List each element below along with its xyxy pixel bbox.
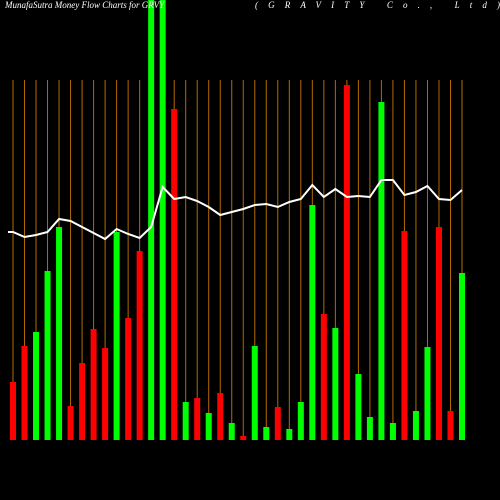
bar — [79, 363, 86, 440]
bars — [10, 0, 465, 440]
bar — [148, 0, 155, 440]
bar — [343, 85, 350, 440]
chart-title: MunafaSutra Money Flow Charts for GRVY — [4, 0, 165, 10]
bar — [355, 374, 362, 440]
bar — [171, 109, 178, 440]
bar — [33, 332, 40, 440]
bar — [240, 436, 247, 440]
bar — [113, 232, 120, 440]
bar — [228, 423, 235, 440]
bar — [102, 348, 109, 440]
bar — [366, 417, 373, 440]
bar — [286, 429, 293, 440]
bar — [274, 407, 281, 440]
bar — [447, 411, 454, 440]
bar — [217, 393, 224, 440]
bar — [389, 423, 396, 440]
bar — [125, 318, 132, 440]
bar — [424, 347, 431, 440]
bar — [378, 102, 385, 440]
lines — [8, 179, 463, 241]
bar — [67, 406, 74, 440]
bar — [21, 346, 28, 440]
bar — [263, 427, 270, 440]
bar — [10, 382, 16, 440]
bar — [297, 402, 304, 440]
bar — [320, 314, 327, 440]
bar — [90, 329, 97, 440]
bar — [159, 0, 166, 440]
bar — [56, 227, 63, 440]
bar — [44, 271, 51, 440]
bar — [205, 413, 212, 440]
bar — [412, 411, 419, 440]
bar — [194, 398, 201, 440]
bar — [401, 231, 408, 440]
bar — [136, 251, 143, 440]
bar — [459, 273, 465, 440]
bar — [435, 227, 442, 440]
money-flow-line — [8, 179, 463, 241]
bar — [332, 328, 339, 440]
bar — [251, 346, 258, 440]
bar — [309, 205, 316, 440]
bar — [182, 402, 189, 440]
